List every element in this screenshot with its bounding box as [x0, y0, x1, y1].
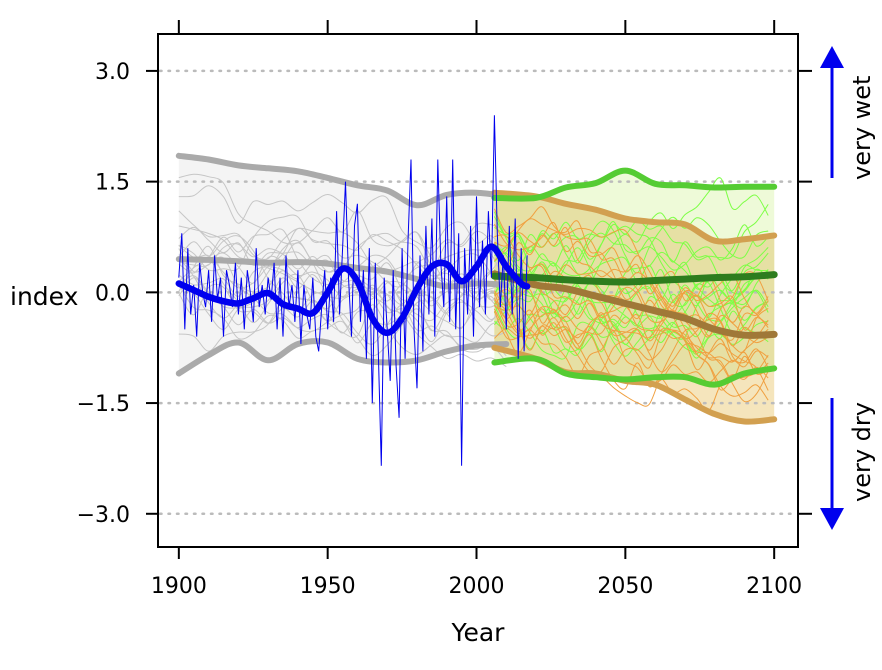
green-member-line	[494, 204, 769, 261]
orange-member-line	[494, 270, 769, 380]
x-tick-label-1900: 1900	[151, 574, 207, 599]
historical-member-line	[178, 258, 507, 357]
historical-member-line	[178, 278, 507, 344]
orange-member-line	[493, 297, 769, 391]
green-lower-line	[491, 355, 778, 388]
orange-member-line	[494, 218, 769, 315]
y-tick-label-3: 1.5	[95, 171, 130, 196]
y-tick-label-2: 0.0	[95, 281, 130, 306]
historical-upper-line	[175, 152, 510, 209]
x-tick-label-1950: 1950	[300, 574, 356, 599]
orange-member-line	[494, 295, 769, 375]
green-member-line	[493, 232, 769, 292]
historical-member-line	[178, 277, 507, 334]
orange-member-line	[493, 310, 769, 384]
orange-member-line	[493, 308, 769, 407]
observed-annual-line	[178, 115, 528, 466]
orange-member-line	[494, 220, 769, 347]
x-axis-title: Year	[451, 618, 506, 647]
x-tick-label-2050: 2050	[597, 574, 653, 599]
x-tick-label-2100: 2100	[746, 574, 802, 599]
plot-frame	[157, 33, 799, 548]
very-dry-indicator: very dry	[820, 398, 876, 530]
green-median-line	[490, 271, 778, 286]
y-tick-label-4: 3.0	[95, 60, 130, 85]
y-axis-title: index	[10, 282, 78, 311]
green-member-line	[493, 272, 769, 357]
series-layer	[175, 115, 778, 466]
observed-smoothed-line	[175, 243, 531, 337]
dry-arrow-head-icon	[820, 508, 844, 530]
green-member-line	[494, 252, 769, 340]
wet-arrow-head-icon	[820, 46, 844, 68]
orange-member-line	[493, 206, 769, 338]
historical-member-line	[178, 272, 507, 352]
historical-member-line	[178, 228, 507, 286]
orange-upper-line	[491, 189, 778, 245]
x-tick-label-2000: 2000	[449, 574, 505, 599]
historical-member-line	[178, 225, 507, 329]
green-member-line	[494, 221, 769, 277]
historical-member-line	[178, 226, 507, 343]
y-tick-label-1: −1.5	[77, 392, 130, 417]
very-wet-label: very wet	[848, 76, 876, 180]
axis-layer: 1900 1950 2000 2050 2100 −3.0 −1.5 0.0 1.5 3.0	[77, 20, 812, 599]
green-member-line	[493, 216, 769, 309]
historical-member-line	[178, 254, 507, 330]
green-upper-line	[491, 167, 778, 202]
orange-member-line	[494, 317, 769, 401]
orange-median-line	[490, 270, 778, 339]
historical-lower-line	[175, 338, 510, 377]
historical-member-line	[178, 257, 507, 363]
very-dry-label: very dry	[848, 402, 876, 502]
very-wet-indicator: very wet	[820, 46, 876, 180]
y-tick-label-0: −3.0	[77, 503, 130, 528]
